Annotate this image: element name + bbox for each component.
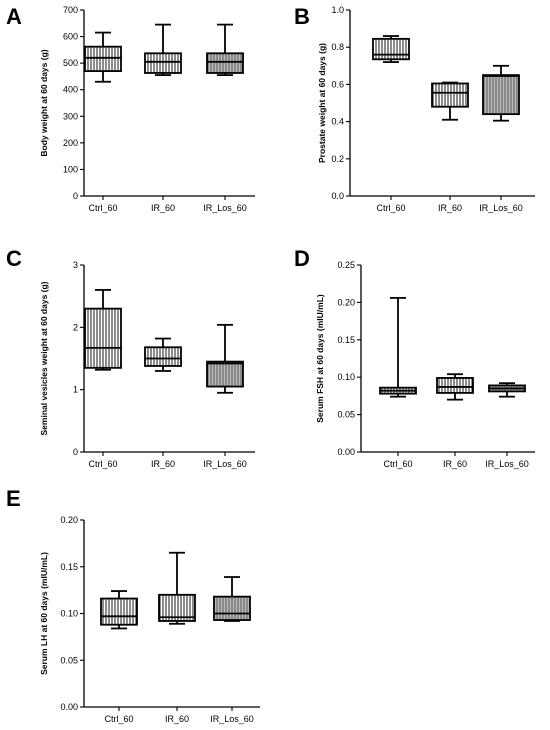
panel-b: B 0.0 0.2 0.4 0.6 0.8 1.0 Prostate weight at 60… (294, 4, 535, 213)
box-iqr (144, 52, 182, 74)
x-category-label: IR_Los_60 (203, 203, 247, 213)
y-tick-label: 0.0 (331, 191, 344, 201)
y-tick-label: 700 (63, 5, 78, 15)
y-tick-label: 0 (73, 191, 78, 201)
box-ir-los-60: IR_Los_60 (203, 323, 247, 469)
y-tick-label: 3 (73, 260, 78, 270)
y-tick-label: 0.05 (60, 655, 78, 665)
box-ir-60: IR_60 (158, 551, 196, 724)
x-category-label: IR_60 (165, 714, 189, 724)
y-tick-label: 0.10 (337, 372, 355, 382)
y-tick-label: 0.2 (331, 154, 344, 164)
panel-letter: A (6, 4, 22, 29)
box-iqr (482, 74, 520, 116)
x-category-label: IR_60 (151, 459, 175, 469)
box-iqr (431, 82, 469, 108)
y-tick-label: 0.4 (331, 117, 344, 127)
x-category-label: IR_60 (438, 203, 462, 213)
panel-c: C 0 1 2 3 Seminal vesicles weight at 60 days … (6, 246, 255, 469)
panel-d: D 0.00 0.05 0.10 0.15 0.20 0.25 Serum FSH at 60… (294, 246, 535, 469)
box-ctrl-60: Ctrl_60 (84, 289, 122, 469)
y-tick-label: 500 (63, 58, 78, 68)
x-category-label: IR_Los_60 (210, 714, 254, 724)
box-ir-los-60: IR_Los_60 (479, 64, 523, 213)
x-category-label: Ctrl_60 (383, 459, 412, 469)
panel-letter: B (294, 4, 310, 29)
box-iqr (144, 346, 182, 367)
y-tick-label: 2 (73, 322, 78, 332)
y-tick-label: 0.00 (60, 702, 78, 712)
x-category-label: Ctrl_60 (88, 203, 117, 213)
y-tick-label: 0.20 (337, 297, 355, 307)
box-iqr (100, 597, 138, 626)
y-tick-label: 300 (63, 111, 78, 121)
box-ctrl-60: Ctrl_60 (84, 31, 122, 213)
box-iqr (84, 307, 122, 369)
box-ir-los-60: IR_Los_60 (210, 576, 254, 724)
x-category-label: IR_Los_60 (479, 203, 523, 213)
y-axis-label: Prostate weight at 60 days (g) (317, 43, 327, 163)
box-iqr (213, 595, 251, 621)
box-ctrl-60: Ctrl_60 (100, 590, 138, 724)
box-ir-60: IR_60 (431, 81, 469, 213)
box-iqr (206, 52, 244, 74)
box-ir-60: IR_60 (436, 373, 474, 469)
y-tick-label: 0.05 (337, 410, 355, 420)
y-axis-label: Serum FSH at 60 days (mIU/mL) (315, 294, 325, 423)
x-category-label: IR_60 (443, 459, 467, 469)
box-iqr (206, 360, 244, 388)
y-tick-label: 600 (63, 32, 78, 42)
box-ctrl-60: Ctrl_60 (379, 297, 417, 469)
y-tick-label: 0.15 (60, 562, 78, 572)
y-tick-label: 0.10 (60, 609, 78, 619)
y-tick-label: 0.25 (337, 260, 355, 270)
x-category-label: IR_60 (151, 203, 175, 213)
box-ir-60: IR_60 (144, 23, 182, 213)
box-iqr (372, 37, 410, 61)
y-tick-label: 0.6 (331, 79, 344, 89)
x-category-label: IR_Los_60 (485, 459, 529, 469)
y-axis-label: Seminal vesicles weight at 60 days (g) (39, 281, 49, 435)
panel-letter: C (6, 246, 22, 271)
y-tick-label: 200 (63, 138, 78, 148)
y-axis-label: Serum LH at 60 days (mIU/mL) (39, 552, 49, 675)
box-ir-60: IR_60 (144, 337, 182, 469)
x-category-label: Ctrl_60 (88, 459, 117, 469)
panel-a: A 0 100 200 300 400 500 600 700 Body weight at 60… (6, 4, 255, 213)
y-tick-label: 1 (73, 385, 78, 395)
y-axis-label: Body weight at 60 days (g) (39, 49, 49, 156)
box-iqr (84, 45, 122, 73)
y-tick-label: 0.15 (337, 335, 355, 345)
panel-letter: E (6, 486, 21, 511)
y-tick-label: 0 (73, 447, 78, 457)
box-ir-los-60: IR_Los_60 (485, 382, 529, 469)
y-tick-label: 100 (63, 164, 78, 174)
panel-e: E 0.00 0.05 0.10 0.15 0.20 Serum LH at 60 days… (6, 486, 260, 724)
x-category-label: Ctrl_60 (376, 203, 405, 213)
y-tick-label: 0.00 (337, 447, 355, 457)
y-tick-label: 1.0 (331, 5, 344, 15)
x-category-label: IR_Los_60 (203, 459, 247, 469)
y-tick-label: 0.8 (331, 42, 344, 52)
box-iqr (436, 377, 474, 394)
panel-letter: D (294, 246, 310, 271)
y-tick-label: 0.20 (60, 515, 78, 525)
y-tick-label: 400 (63, 85, 78, 95)
box-ir-los-60: IR_Los_60 (203, 23, 247, 213)
x-category-label: Ctrl_60 (104, 714, 133, 724)
box-ctrl-60: Ctrl_60 (372, 35, 410, 213)
